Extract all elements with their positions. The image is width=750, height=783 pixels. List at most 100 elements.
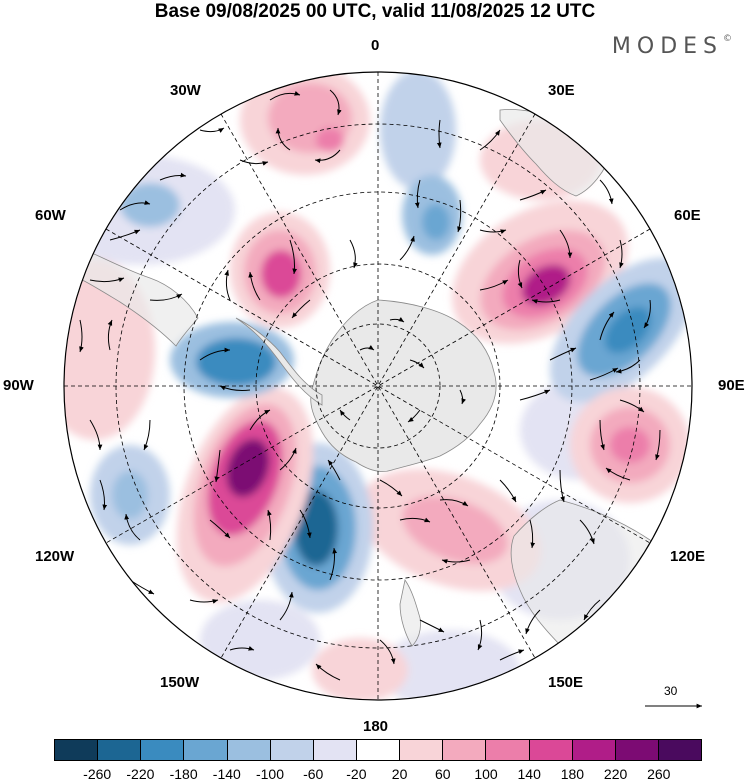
- wind-arrow: [583, 599, 601, 621]
- wind-arrow: [143, 419, 151, 451]
- wind-arrow: [267, 509, 272, 541]
- wind-arrow: [655, 429, 661, 461]
- wind-arrow: [414, 179, 421, 209]
- colorbar-swatch: [571, 740, 615, 760]
- wind-arrow: [457, 199, 462, 233]
- label-lon-90w: 90W: [3, 377, 34, 394]
- wind-arrow: [479, 229, 507, 234]
- wind-arrow: [599, 419, 605, 451]
- wind-arrow: [149, 293, 183, 301]
- label-lon-0: 0: [371, 37, 380, 54]
- colorbar-swatch: [183, 740, 227, 760]
- anomaly-high-45e-4: [521, 264, 571, 306]
- colorbar-tick: 100: [474, 766, 498, 782]
- colorbar-swatch: [55, 740, 98, 760]
- colorbar-tick: 260: [647, 766, 671, 782]
- wind-arrow: [409, 359, 425, 369]
- wind-arrow: [159, 172, 187, 181]
- wind-arrow: [407, 409, 421, 423]
- anomaly-high-30w-3: [316, 128, 344, 152]
- wind-arrow: [399, 235, 415, 261]
- anomaly-low-75e-3: [604, 306, 652, 354]
- colorbar: [54, 739, 702, 761]
- label-lon-60e: 60E: [674, 207, 701, 224]
- label-lon-30w: 30W: [170, 82, 201, 99]
- wind-arrow: [107, 319, 113, 351]
- colorbar-swatch: [442, 740, 486, 760]
- wind-arrow: [519, 189, 547, 201]
- wind-arrow: [559, 469, 565, 503]
- wind-arrow: [209, 519, 231, 539]
- wind-arrow: [327, 459, 341, 481]
- anomaly-low-15e-1: [380, 72, 456, 190]
- wind-arrow: [99, 479, 108, 511]
- colorbar-tick: -20: [346, 766, 367, 782]
- colorbar-swatch: [355, 740, 400, 760]
- australia: [510, 499, 691, 691]
- wind-arrow: [239, 159, 269, 166]
- wind-arrow: [339, 409, 351, 421]
- wind-arrow: [525, 609, 541, 635]
- wind-arrow: [119, 200, 151, 211]
- anomaly-high-180: [312, 638, 408, 700]
- wind-arrow: [299, 509, 312, 539]
- colorbar-tick: -60: [303, 766, 324, 782]
- wind-arrow: [559, 229, 573, 259]
- wind-arrow: [109, 229, 141, 241]
- wind-arrow: [441, 559, 471, 564]
- wind-arrow: [291, 299, 311, 319]
- wind-arrow: [643, 299, 651, 329]
- wind-arrow: [359, 345, 375, 351]
- wind-arrow: [599, 179, 614, 205]
- colorbar-tick: -220: [126, 766, 155, 782]
- wind-arrow: [289, 239, 298, 275]
- wind-arrow: [599, 311, 615, 341]
- wind-arrow: [579, 519, 595, 545]
- wind-arrow: [89, 419, 103, 451]
- wind-arrow: [329, 89, 342, 116]
- anomaly-bg-blue-sw: [200, 600, 320, 680]
- wind-arrow: [589, 367, 619, 381]
- wind-vectors: [79, 89, 661, 681]
- wind-arrow: [529, 519, 536, 549]
- wind-arrow: [379, 479, 403, 497]
- anomaly-low-155w-3: [294, 490, 338, 566]
- wind-arrow: [214, 449, 221, 483]
- colorbar-tick: 220: [603, 766, 628, 782]
- wind-arrow: [499, 649, 525, 661]
- wind-arrow: [79, 319, 84, 353]
- wind-arrow: [269, 91, 301, 101]
- colorbar-swatch: [97, 740, 141, 760]
- map-title: Base 09/08/2025 00 UTC, valid 11/08/2025…: [154, 1, 596, 22]
- wind-arrow: [439, 499, 469, 507]
- wind-arrow: [229, 646, 255, 651]
- label-lon-180: 180: [363, 718, 389, 735]
- colorbar-swatch: [140, 740, 184, 760]
- colorbar-tick: 140: [517, 766, 541, 782]
- wind-arrow: [199, 127, 225, 133]
- south-america: [64, 239, 199, 347]
- modes-logo: MODES©: [612, 34, 732, 59]
- colorbar-tick: 180: [560, 766, 585, 782]
- label-lon-30e: 30E: [548, 82, 575, 99]
- label-lon-150e: 150E: [548, 674, 584, 691]
- wind-arrow: [419, 619, 445, 633]
- wind-arrow: [219, 385, 251, 391]
- wind-arrow: [531, 299, 561, 304]
- anomaly-high-105e-3: [610, 427, 650, 463]
- wind-arrow: [189, 599, 219, 604]
- colorbar-swatch: [657, 740, 702, 760]
- wind-arrow: [605, 467, 631, 481]
- wind-arrow: [314, 149, 341, 164]
- colorbar-swatch: [269, 740, 313, 760]
- wind-arrow: [379, 639, 396, 665]
- colorbar-tick: -100: [255, 766, 285, 782]
- graticule: [64, 72, 692, 700]
- colorbar-tick: 20: [391, 766, 408, 782]
- antarctic-peninsula: [235, 317, 323, 406]
- map-disc: [64, 72, 692, 700]
- wind-arrow: [477, 619, 483, 651]
- anomaly-low-85w-2: [196, 338, 276, 386]
- wind-arrow: [248, 271, 261, 301]
